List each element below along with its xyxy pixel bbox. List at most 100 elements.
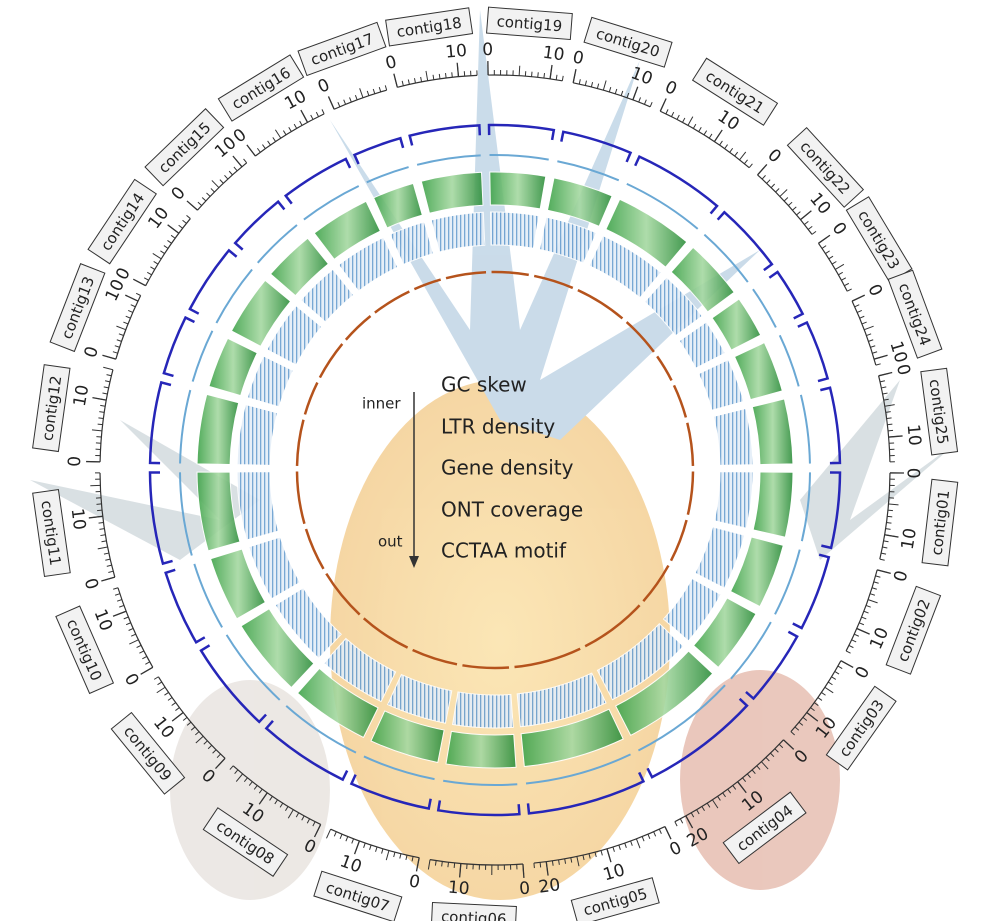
tick [878, 371, 893, 377]
tick [300, 109, 309, 123]
contig-label-box: contig25 [920, 367, 959, 456]
minor-tick [216, 753, 221, 759]
tick-label: 10 [903, 423, 925, 446]
minor-tick [676, 114, 680, 120]
contig-label-box: contig18 [385, 7, 474, 47]
minor-tick [345, 836, 349, 842]
legend-entry: GC skew [441, 373, 527, 397]
minor-tick [871, 587, 877, 590]
tick [606, 848, 612, 863]
tick-label: 0 [863, 281, 886, 299]
minor-tick [116, 339, 122, 342]
minor-tick [393, 851, 396, 858]
tick-label: 10 [90, 606, 116, 633]
minor-tick [539, 862, 542, 868]
minor-tick [703, 130, 708, 136]
minor-tick [130, 633, 136, 637]
minor-tick [883, 398, 889, 401]
minor-tick [157, 681, 162, 686]
minor-tick [420, 76, 423, 82]
minor-tick [243, 158, 248, 164]
ont-coverage-ring [525, 753, 631, 785]
minor-tick [748, 163, 753, 168]
minor-tick [847, 288, 852, 292]
contig-label-box: contig23 [845, 196, 913, 283]
contig-span [408, 124, 482, 146]
contig-span [526, 771, 646, 815]
minor-tick [866, 333, 872, 337]
ltr-density-ring [712, 407, 754, 466]
minor-tick [751, 769, 756, 775]
minor-tick [401, 80, 404, 86]
ltr-density-ring [246, 355, 294, 408]
minor-tick [692, 123, 697, 129]
gc-skew-ring [577, 289, 624, 320]
ont-coverage-ring [416, 154, 481, 166]
gene-density-ring [729, 536, 784, 608]
minor-tick [194, 731, 200, 736]
minor-tick [279, 802, 284, 808]
minor-tick [284, 806, 289, 811]
tick [327, 96, 335, 110]
minor-tick [722, 792, 726, 798]
minor-tick [886, 521, 892, 524]
gene-density-ring [372, 182, 423, 229]
minor-tick [873, 581, 879, 584]
minor-tick [804, 221, 809, 225]
tick [232, 155, 243, 168]
minor-tick [434, 860, 437, 866]
minor-tick [91, 429, 102, 432]
minor-tick [558, 859, 560, 865]
tick [783, 739, 795, 750]
label-box [885, 585, 942, 675]
tick-label: 0 [890, 568, 912, 584]
minor-tick [859, 622, 865, 626]
tick [713, 129, 723, 142]
axis-arc [757, 174, 813, 235]
minor-tick [310, 114, 314, 120]
tick-label: 10 [628, 63, 655, 89]
ltr-density-ring [337, 236, 399, 292]
minor-tick [861, 321, 867, 325]
minor-tick [203, 740, 208, 745]
tick [132, 278, 146, 287]
gene-density-ring [670, 246, 735, 313]
minor-tick [881, 552, 887, 555]
contig-span [162, 315, 196, 378]
contig-span [716, 210, 774, 272]
gene-density-ring [733, 341, 783, 401]
gc-skew-ring [295, 471, 306, 525]
axis-arc [533, 826, 666, 864]
minor-tick [868, 339, 874, 342]
minor-tick [887, 423, 893, 426]
minor-tick [717, 796, 721, 801]
minor-tick [792, 206, 797, 211]
minor-tick [828, 255, 834, 260]
gene-density-ring [313, 200, 382, 261]
minor-tick [118, 333, 124, 336]
gene-density-ring [489, 171, 547, 210]
minor-tick [206, 192, 211, 197]
minor-tick [831, 676, 837, 680]
gene-density-ring [752, 471, 794, 538]
minor-tick [649, 101, 653, 107]
minor-tick [671, 111, 675, 117]
tick [167, 224, 180, 234]
tick [572, 68, 577, 83]
gene-density-ring [605, 198, 688, 268]
gene-density-ring [711, 298, 762, 351]
ont-coverage-ring [215, 268, 253, 324]
axis-arc [330, 828, 420, 859]
label-box [691, 57, 779, 126]
minor-tick [742, 777, 747, 783]
minor-tick [770, 752, 775, 758]
gc-skew-ring [344, 315, 372, 341]
minor-tick [696, 809, 700, 815]
label-box [430, 902, 517, 921]
tick-label: 10 [541, 43, 565, 66]
minor-tick [796, 211, 801, 216]
ltr-density-ring [266, 305, 323, 366]
tick-label: 10 [70, 383, 94, 408]
minor-tick [614, 88, 618, 94]
